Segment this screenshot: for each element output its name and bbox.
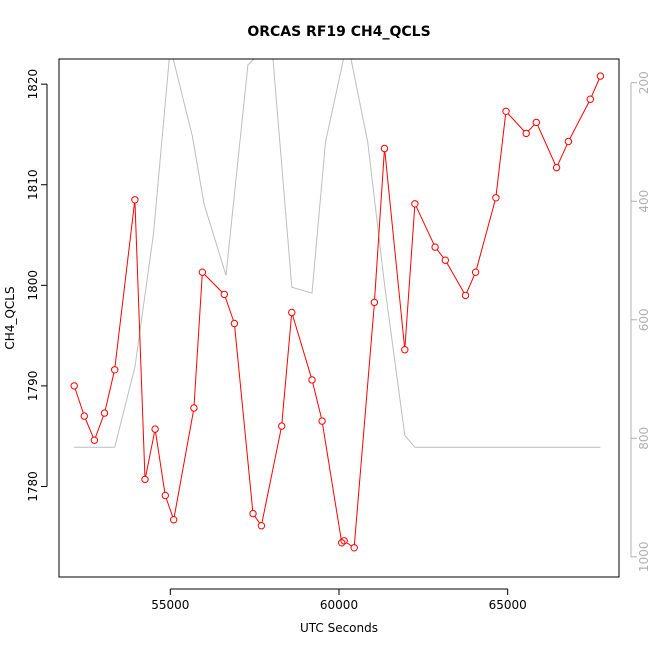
x-axis-label: UTC Seconds — [300, 621, 378, 635]
series-segment — [591, 78, 600, 97]
y-tick-label: 1820 — [26, 69, 40, 100]
series-segment — [404, 206, 416, 347]
series-segment — [155, 432, 166, 493]
data-point — [80, 412, 89, 420]
data-point — [111, 366, 119, 374]
series-segment — [569, 101, 590, 139]
data-point — [370, 298, 379, 307]
data-point — [278, 422, 286, 430]
data-point — [441, 256, 449, 264]
data-point — [131, 196, 139, 204]
series-segment — [353, 305, 375, 545]
series-segment — [557, 144, 568, 165]
y-tick-label: 1800 — [26, 270, 40, 301]
series-segment — [85, 418, 94, 438]
series-segment — [322, 424, 342, 540]
data-point — [411, 200, 419, 208]
y2-tick-label: 400 — [637, 190, 650, 213]
data-point — [288, 308, 296, 317]
series-segment — [374, 151, 385, 300]
series-segment — [234, 326, 254, 511]
series-segment — [466, 275, 475, 293]
plot-frame — [58, 58, 620, 578]
data-point — [70, 382, 78, 390]
series-segment — [261, 429, 282, 523]
data-point — [532, 118, 540, 127]
data-point — [151, 425, 159, 433]
series-segment — [292, 315, 312, 377]
data-point — [161, 491, 170, 500]
data-point — [249, 509, 257, 518]
data-point — [100, 409, 109, 417]
series-segment — [415, 206, 435, 245]
data-point — [190, 404, 198, 412]
series-segment — [446, 262, 465, 293]
data-point — [340, 537, 348, 545]
series-segment — [436, 249, 444, 258]
data-point — [522, 129, 530, 138]
data-point — [492, 194, 500, 202]
data-point — [380, 144, 389, 153]
series-segment — [254, 516, 261, 524]
series-segment — [528, 124, 535, 132]
x-tick-label: 55000 — [151, 598, 189, 612]
series-segment — [507, 113, 525, 132]
data-point — [431, 243, 439, 251]
data-point — [220, 290, 229, 299]
series-segment — [104, 372, 115, 411]
series-segment — [193, 275, 203, 405]
data-point — [461, 291, 470, 300]
series-segment — [204, 274, 223, 293]
data-point — [141, 475, 149, 484]
data-point — [90, 436, 99, 444]
data-point — [308, 376, 316, 384]
y-tick-label: 1780 — [26, 471, 40, 502]
series-segment — [537, 125, 556, 165]
data-point — [471, 268, 480, 276]
y2-tick-label: 200 — [637, 71, 650, 94]
chart-title: ORCAS RF19 CH4_QCLS — [247, 24, 430, 40]
data-point — [230, 319, 239, 328]
series-segment — [134, 202, 146, 477]
series-segment — [165, 498, 174, 517]
series-segment — [476, 200, 496, 270]
y-tick-label: 1790 — [26, 371, 40, 402]
data-point — [502, 107, 510, 116]
series-segment — [495, 114, 507, 195]
data-point — [170, 516, 178, 524]
series-segment — [114, 202, 135, 367]
series-segment — [74, 388, 84, 414]
series-line-2 — [74, 59, 601, 448]
y2-tick-label: 600 — [637, 308, 650, 331]
data-point — [564, 137, 573, 146]
data-point — [401, 346, 409, 354]
x-tick-label: 65000 — [489, 598, 527, 612]
data-point — [198, 268, 207, 276]
data-point — [596, 72, 605, 80]
y2-tick-label: 1000 — [637, 542, 650, 573]
series-segment — [312, 382, 322, 419]
plot-area: 55000 60000 65000 1780 1790 1800 1810 1820 200 40… — [26, 58, 650, 612]
data-point — [338, 539, 346, 547]
data-point — [586, 95, 594, 103]
data-point — [350, 544, 358, 552]
data-point — [318, 417, 326, 425]
series-segment — [173, 411, 194, 517]
data-point — [257, 522, 266, 530]
series-segment — [224, 297, 234, 321]
data-point — [552, 163, 561, 172]
series-segment — [95, 415, 104, 438]
y-axis-label: CH4_QCLS — [3, 286, 17, 349]
series-segment — [346, 542, 352, 547]
series-segment — [384, 151, 405, 347]
y2-tick-label: 800 — [637, 427, 650, 450]
y-tick-label: 1810 — [26, 169, 40, 200]
series-segment — [281, 315, 292, 423]
x-tick-label: 60000 — [320, 598, 358, 612]
series-segment — [145, 432, 155, 477]
